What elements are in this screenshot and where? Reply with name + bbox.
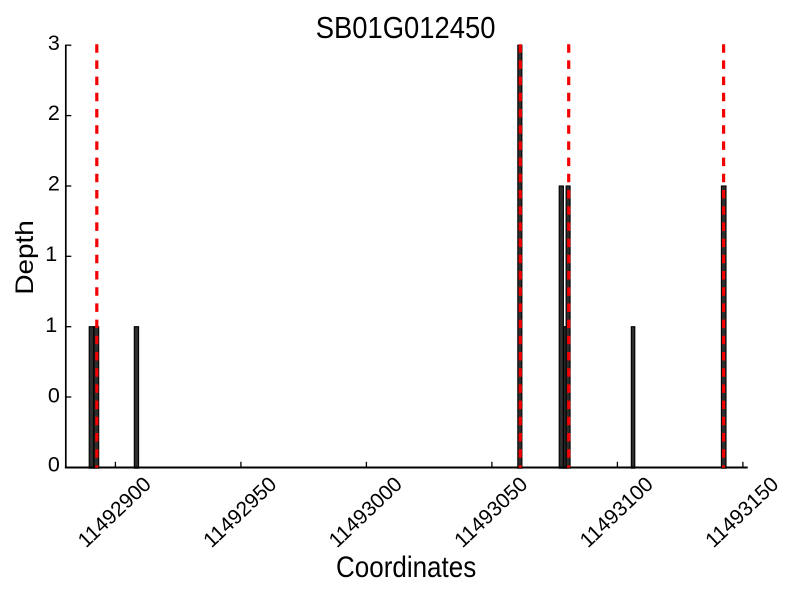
svg-text:1: 1 <box>45 313 57 337</box>
svg-text:0: 0 <box>48 453 60 477</box>
svg-text:Depth: Depth <box>12 220 39 295</box>
svg-text:0: 0 <box>48 384 60 408</box>
svg-text:2: 2 <box>48 101 60 125</box>
svg-text:SB01G012450: SB01G012450 <box>316 10 496 45</box>
svg-text:2: 2 <box>48 171 60 195</box>
svg-text:1: 1 <box>45 242 57 266</box>
svg-text:Coordinates: Coordinates <box>336 551 476 584</box>
svg-text:3: 3 <box>48 31 60 55</box>
